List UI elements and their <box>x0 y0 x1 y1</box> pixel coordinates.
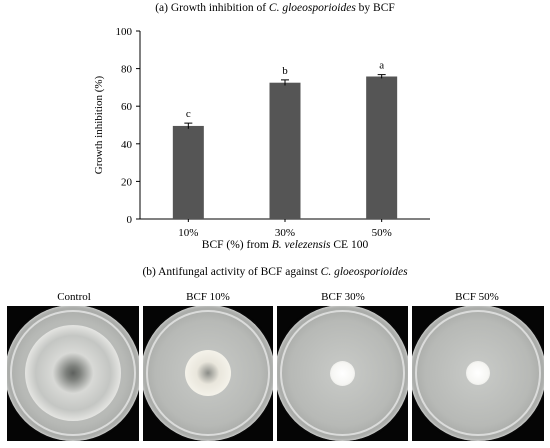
plate-label-control: Control <box>57 291 91 303</box>
petri-dish-rim <box>10 310 136 436</box>
plate-label-bcf-50: BCF 50% <box>455 291 499 303</box>
plate-label-bcf-30: BCF 30% <box>321 291 365 303</box>
chart-title-prefix: (a) Growth inhibition of <box>155 2 269 14</box>
plate-photo-bcf-10 <box>143 306 273 441</box>
bar <box>269 82 301 219</box>
chart-title-species: C. gloeosporioides <box>268 2 356 14</box>
y-axis-title: Growth inhibition (%) <box>93 75 105 174</box>
significance-label: c <box>186 108 191 120</box>
x-tick-label: 30% <box>275 227 295 239</box>
significance-label: b <box>282 65 288 77</box>
x-tick-label: 10% <box>178 227 198 239</box>
y-tick-label: 20 <box>121 176 133 188</box>
plate-photo-bcf-30 <box>277 306 408 441</box>
chart-title: (a) Growth inhibition of C. gloeosporioi… <box>0 2 550 14</box>
fungal-colony-small <box>330 361 355 386</box>
y-tick-label: 80 <box>121 64 133 76</box>
bar-chart: 0 20 40 60 80 100 Growth inhibition (%) c 10% b 30… <box>93 26 430 239</box>
petri-dish-rim <box>415 310 541 436</box>
plate-photo-bcf-50 <box>412 306 544 441</box>
petri-dish-rim <box>146 310 270 436</box>
panel-b-title: (b) Antifungal activity of BCF against C… <box>0 266 550 278</box>
panel-b-title-prefix: (b) Antifungal activity of BCF against <box>142 266 321 278</box>
fungal-colony-medium <box>185 350 231 396</box>
x-tick-label: 50% <box>372 227 392 239</box>
x-axis-label-prefix: BCF (%) from <box>201 239 272 251</box>
y-tick-label: 60 <box>121 101 133 113</box>
plate-label-bcf-10: BCF 10% <box>186 291 230 303</box>
petri-dish-rim <box>280 310 405 436</box>
x-axis-label: BCF (%) from B. velezensis CE 100 <box>140 239 430 251</box>
x-axis-label-suffix: CE 100 <box>330 239 369 251</box>
y-tick-label: 40 <box>121 139 133 151</box>
fungal-colony-large <box>25 325 121 421</box>
chart-title-suffix: by BCF <box>355 2 395 14</box>
plate-photo-control <box>7 306 139 441</box>
y-tick-label: 0 <box>127 214 133 226</box>
panel-b-title-species: C. gloeosporioides <box>320 266 408 278</box>
significance-label: a <box>379 60 384 72</box>
x-axis-label-species: B. velezensis <box>271 239 331 251</box>
bar <box>172 125 204 219</box>
y-tick-label: 100 <box>116 26 133 38</box>
bar <box>366 76 398 219</box>
fungal-colony-small <box>466 361 490 385</box>
